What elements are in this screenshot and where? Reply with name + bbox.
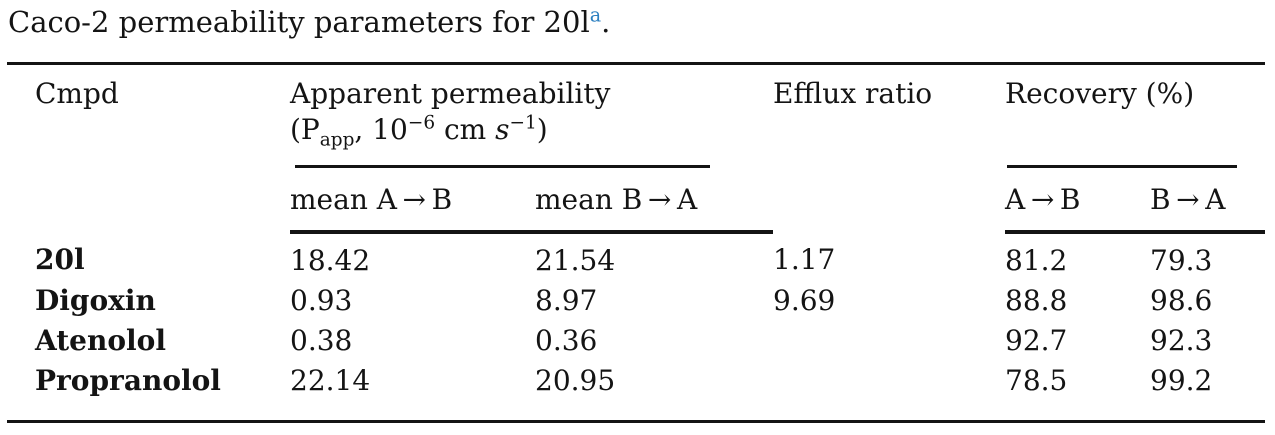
subheader-mean-b-to-a: mean B → A (535, 167, 773, 234)
table-row-propranolol: Propranolol 22.14 20.95 78.5 99.2 (7, 361, 1265, 422)
apparent-permeability-spanner-rule (295, 164, 710, 168)
header-group-row: Cmpd Apparent permeability (Papp, 10−6 c… (7, 64, 1265, 168)
ap-unit-mid: , 10 (354, 113, 408, 146)
cell-recovery-ba: 99.2 (1150, 363, 1213, 397)
cell-cmpd: Digoxin (35, 283, 156, 317)
table-header: Cmpd Apparent permeability (Papp, 10−6 c… (7, 64, 1266, 234)
footnote-marker: a (589, 3, 602, 27)
cell-cmpd: Propranolol (35, 363, 221, 397)
header-ap-unit: (Papp, 10−6 cm s−1) (290, 112, 773, 151)
cell-mean-ab: 0.38 (290, 323, 353, 357)
cell-recovery-ab: 81.2 (1005, 243, 1068, 277)
cell-efflux-ratio (773, 361, 1005, 422)
cell-cmpd: 20l (35, 242, 85, 276)
cell-recovery-ab: 88.8 (1005, 283, 1068, 317)
cell-mean-ba: 8.97 (535, 283, 598, 317)
caption-text: Caco-2 permeability parameters for 20l (8, 5, 590, 39)
subheader-mean-a-to-b: mean A → B (290, 167, 535, 234)
ap-unit-close: ) (536, 113, 548, 146)
cell-mean-ab: 18.42 (290, 243, 371, 277)
cell-mean-ba: 21.54 (535, 243, 616, 277)
ap-unit-exp2: −1 (509, 112, 537, 134)
table-body: 20l 18.42 21.54 1.17 81.2 79.3 Digoxin 0… (7, 232, 1265, 422)
cell-mean-ab: 0.93 (290, 283, 353, 317)
ap-unit-exp1: −6 (407, 112, 436, 134)
header-sub-row: mean A → B mean B → A A → B B → A (7, 167, 1266, 234)
header-recovery: Recovery (%) (1005, 64, 1265, 168)
caption-period: . (601, 5, 611, 39)
cell-recovery-ba: 92.3 (1150, 323, 1213, 357)
cell-mean-ab: 22.14 (290, 363, 371, 397)
header-apparent-permeability: Apparent permeability (Papp, 10−6 cm s−1… (290, 64, 773, 168)
header-recovery-title: Recovery (%) (1005, 77, 1195, 110)
cell-mean-ba: 20.95 (535, 363, 616, 397)
header-ap-title: Apparent permeability (290, 77, 611, 110)
cell-efflux-ratio (773, 321, 1005, 361)
cell-recovery-ba: 98.6 (1150, 283, 1213, 317)
subheader-recovery-b-to-a: B → A (1150, 167, 1266, 234)
cell-efflux-ratio: 1.17 (773, 242, 836, 276)
ap-unit-sub: app (319, 129, 355, 151)
ap-unit-s: s (495, 113, 510, 146)
header-efflux-ratio: Efflux ratio (773, 77, 933, 110)
recovery-spanner-rule (1007, 164, 1237, 168)
ap-unit-open: (P (290, 113, 320, 146)
cell-recovery-ab: 78.5 (1005, 363, 1068, 397)
cell-cmpd: Atenolol (35, 323, 166, 357)
subheader-recovery-a-to-b: A → B (1005, 167, 1150, 234)
cell-recovery-ab: 92.7 (1005, 323, 1068, 357)
cell-recovery-ba: 79.3 (1150, 243, 1213, 277)
cell-mean-ba: 0.36 (535, 323, 598, 357)
table-row-atenolol: Atenolol 0.38 0.36 92.7 92.3 (7, 321, 1265, 361)
cell-efflux-ratio: 9.69 (773, 283, 836, 317)
caco2-permeability-table: Cmpd Apparent permeability (Papp, 10−6 c… (7, 62, 1266, 423)
table-row-digoxin: Digoxin 0.93 8.97 9.69 88.8 98.6 (7, 281, 1265, 321)
ap-unit-cm: cm (435, 113, 496, 146)
table-row-20l: 20l 18.42 21.54 1.17 81.2 79.3 (7, 232, 1265, 281)
header-cmpd: Cmpd (35, 77, 119, 110)
table-caption: Caco-2 permeability parameters for 20la. (8, 4, 1275, 41)
